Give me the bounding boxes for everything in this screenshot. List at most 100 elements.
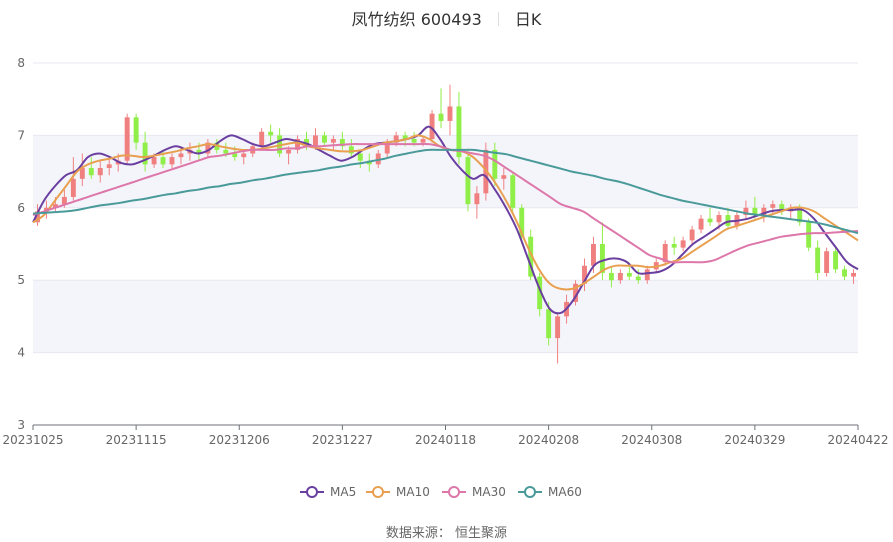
x-tick-label: 20231115 (106, 433, 167, 447)
candle (79, 153, 85, 187)
candle (573, 280, 578, 306)
candle (815, 240, 821, 281)
candle-body (743, 207, 749, 216)
legend-marker (306, 486, 318, 498)
candle-body (689, 229, 695, 241)
candle (824, 247, 830, 277)
candle (241, 149, 247, 165)
candle-body (833, 251, 839, 270)
candle (268, 124, 274, 143)
candle (330, 135, 336, 150)
candle (851, 269, 856, 284)
candle (510, 171, 516, 212)
x-tick-label: 20231206 (209, 433, 270, 447)
legend-item-ma10[interactable]: MA10 (366, 485, 430, 499)
candle (501, 167, 507, 190)
stock-name-code: 凤竹纺织 600493 (351, 10, 482, 29)
candle-body (546, 309, 552, 339)
candle (357, 149, 363, 168)
candle (133, 113, 139, 150)
candle (429, 110, 435, 143)
candle (97, 160, 103, 183)
ma-line-ma30 (32, 142, 859, 264)
candle (295, 135, 301, 154)
candle (339, 131, 345, 150)
candle-body (357, 153, 363, 161)
candle (617, 269, 623, 284)
candle-body (411, 139, 417, 143)
title-separator (497, 12, 499, 26)
candle-body (635, 276, 641, 281)
legend-marker (448, 486, 460, 498)
candle-body (97, 167, 103, 176)
candle-body (70, 178, 76, 197)
candle (321, 131, 327, 147)
candle-body (286, 149, 292, 154)
candle (438, 88, 444, 129)
x-tick-label: 20231025 (2, 433, 63, 447)
candle (169, 153, 175, 168)
x-tick-label: 20240329 (724, 433, 785, 447)
legend-item-ma30[interactable]: MA30 (442, 485, 506, 499)
candle-body (599, 244, 605, 273)
background-bands (33, 135, 858, 353)
candle-body (608, 272, 614, 281)
candle-body (707, 218, 713, 223)
candle-body (259, 131, 265, 147)
legend-label: MA10 (396, 485, 430, 499)
x-tick-label: 20240208 (518, 433, 579, 447)
candle-body (205, 142, 211, 154)
candle-body (393, 135, 399, 143)
candle (689, 225, 695, 244)
candle-body (582, 265, 587, 284)
candle-body (474, 193, 480, 205)
candle-body (52, 204, 58, 208)
candle (842, 265, 848, 281)
legend-marker (372, 486, 384, 498)
candle-body (447, 106, 453, 121)
candle (447, 84, 453, 136)
candle-body (151, 157, 157, 165)
candle-body (851, 272, 856, 277)
candle-body (815, 247, 821, 273)
legend-item-ma60[interactable]: MA60 (518, 485, 582, 499)
candle-body (79, 167, 85, 179)
candle-body (420, 139, 426, 143)
candle (779, 200, 785, 216)
candle-body (178, 153, 184, 158)
candle (743, 200, 749, 219)
candle-body (61, 196, 67, 205)
candle-body (671, 244, 677, 248)
candle (142, 131, 148, 172)
chart-title: 凤竹纺织 600493 日K (0, 6, 893, 30)
candle-body (456, 106, 462, 158)
x-tick-label: 20240118 (415, 433, 476, 447)
candle (644, 265, 650, 284)
grid-lines (33, 62, 858, 426)
legend-item-ma5[interactable]: MA5 (300, 485, 356, 499)
candle (698, 215, 704, 234)
candle-body (492, 149, 498, 179)
candle (662, 240, 668, 266)
candle-body (465, 157, 471, 205)
candle-body (626, 272, 632, 277)
x-tick-label: 20231227 (312, 433, 373, 447)
candle-body (313, 135, 318, 147)
candle-body (824, 251, 830, 273)
candle-body (160, 157, 166, 165)
y-tick-label: 4 (17, 346, 25, 360)
period-label: 日K (514, 10, 542, 29)
candle (626, 265, 632, 281)
candle-body (519, 207, 525, 237)
candle (770, 200, 776, 216)
candle (106, 157, 112, 176)
candle-body (169, 157, 175, 165)
candle (70, 157, 76, 201)
candle (608, 265, 614, 288)
legend[interactable]: MA5 MA10 MA30 MA60 (300, 485, 582, 499)
candle (492, 142, 498, 187)
candle (671, 236, 677, 255)
x-axis: 20231025 20231115 20231206 20231227 20240118… (2, 424, 889, 447)
